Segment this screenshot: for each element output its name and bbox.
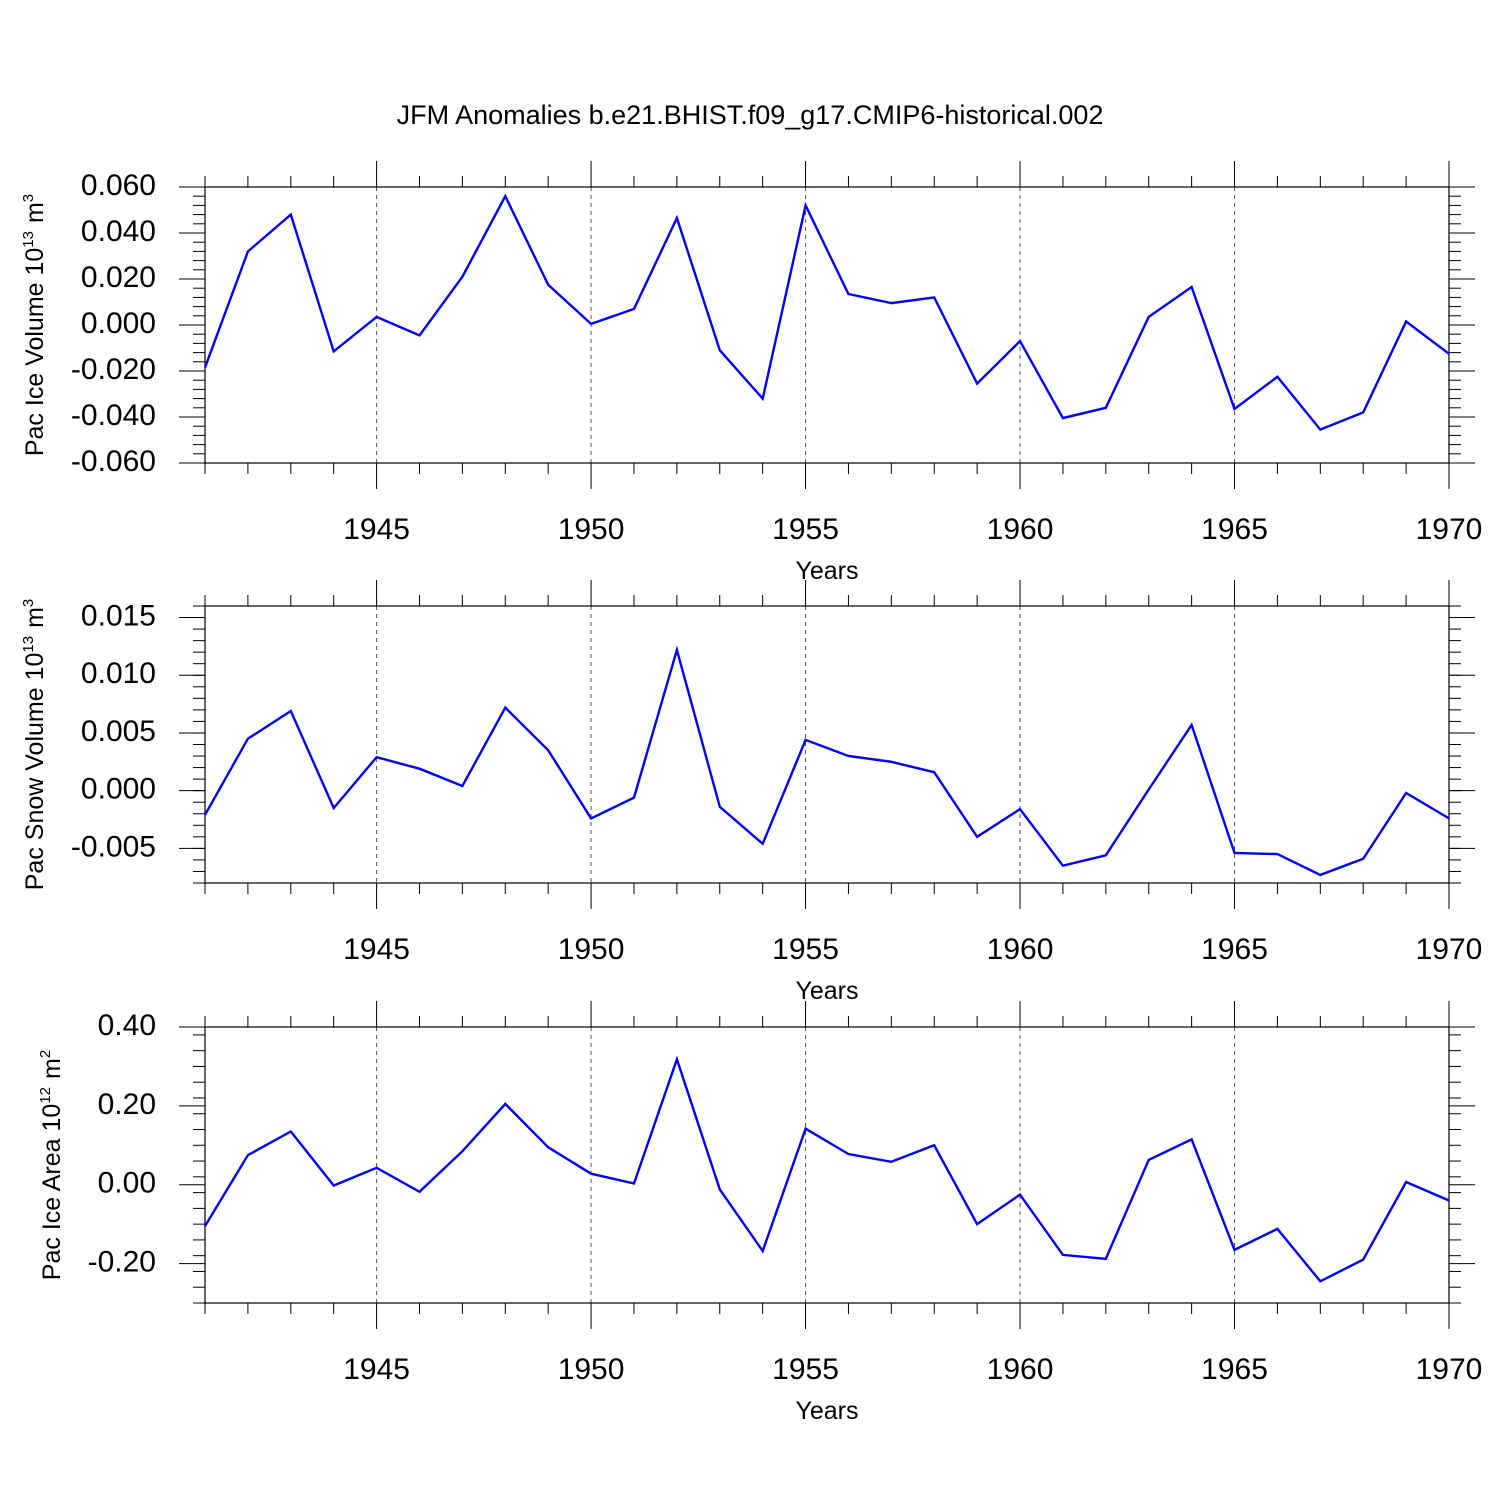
x-tick-label: 1965 xyxy=(1201,513,1268,546)
y-tick-label: 0.000 xyxy=(81,773,156,806)
y-tick-label: -0.020 xyxy=(71,353,156,386)
x-tick-label: 1960 xyxy=(987,933,1054,966)
y-axis-label-exponent: 12 xyxy=(37,1087,54,1104)
x-tick-label: 1945 xyxy=(343,1353,410,1386)
y-tick-label: 0.005 xyxy=(81,715,156,748)
x-axis-label: Years xyxy=(795,1397,858,1425)
panel-2: -0.005 0.000 0.005 0.010 0.015 1945 1950 1955 19… xyxy=(20,580,1482,1005)
y-tick-label: 0.20 xyxy=(98,1088,156,1121)
y-tick-label: 0.060 xyxy=(81,169,156,202)
y-axis-label: Pac Snow Volume 1013 m3 xyxy=(20,599,49,891)
y-axis-label-exponent: 13 xyxy=(20,231,37,248)
y-axis-label-unit-exponent: 3 xyxy=(20,599,37,607)
y-tick-label: 0.00 xyxy=(98,1167,156,1200)
x-tick-label: 1960 xyxy=(987,513,1054,546)
x-tick-label: 1955 xyxy=(772,933,839,966)
y-tick-label: -0.040 xyxy=(71,399,156,432)
plot-frame xyxy=(204,605,1450,884)
plot-frame xyxy=(204,186,1450,464)
y-axis-label-unit: m xyxy=(21,607,49,628)
panel-1: -0.060 -0.040 -0.020 0.000 0.020 0.040 0.060 19… xyxy=(20,161,1482,585)
y-tick-label: 0.010 xyxy=(81,657,156,690)
x-tick-label: 1965 xyxy=(1201,1353,1268,1386)
series-line xyxy=(203,1055,1450,1283)
x-tick-label: 1965 xyxy=(1201,933,1268,966)
y-axis-label-exponent: 13 xyxy=(20,636,37,653)
series-line xyxy=(203,645,1450,877)
y-tick-label: 0.040 xyxy=(81,215,156,248)
x-tick-label: 1950 xyxy=(558,1353,625,1386)
y-axis-label: Pac Ice Volume 1013 m3 xyxy=(20,194,49,456)
y-tick-label: 0.40 xyxy=(98,1009,156,1042)
x-tick-label: 1970 xyxy=(1416,513,1483,546)
y-axis-label: Pac Ice Area 1012 m2 xyxy=(37,1050,66,1280)
y-axis-label-unit: m xyxy=(38,1058,66,1079)
x-tick-label: 1955 xyxy=(772,513,839,546)
chart-title: JFM Anomalies b.e21.BHIST.f09_g17.CMIP6-… xyxy=(397,100,1104,130)
x-tick-label: 1970 xyxy=(1416,1353,1483,1386)
y-axis-label-unit-exponent: 2 xyxy=(37,1050,54,1058)
x-tick-label: 1960 xyxy=(987,1353,1054,1386)
x-tick-label: 1945 xyxy=(343,513,410,546)
x-tick-label: 1970 xyxy=(1416,933,1483,966)
y-tick-label: -0.060 xyxy=(71,445,156,478)
y-tick-label: 0.020 xyxy=(81,261,156,294)
y-axis-label-main: Pac Snow Volume 10 xyxy=(21,653,49,891)
series-line xyxy=(203,193,1450,432)
y-axis-label-unit: m xyxy=(21,202,49,223)
y-tick-label: 0.000 xyxy=(81,307,156,340)
x-tick-label: 1945 xyxy=(343,933,410,966)
y-axis-label-unit-exponent: 3 xyxy=(20,194,37,202)
x-tick-label: 1955 xyxy=(772,1353,839,1386)
y-axis-label-main: Pac Ice Area 10 xyxy=(38,1104,66,1281)
x-axis-label: Years xyxy=(795,977,858,1005)
plot-frame xyxy=(204,1026,1450,1304)
y-tick-label: 0.015 xyxy=(81,599,156,632)
y-tick-label: -0.20 xyxy=(88,1245,156,1278)
panel-3: -0.20 0.00 0.20 0.40 1945 1950 1955 1960 1965 197… xyxy=(37,1001,1482,1425)
x-tick-label: 1950 xyxy=(558,933,625,966)
x-axis-label: Years xyxy=(795,557,858,585)
y-tick-label: -0.005 xyxy=(71,830,156,863)
x-tick-label: 1950 xyxy=(558,513,625,546)
y-axis-label-main: Pac Ice Volume 10 xyxy=(21,248,49,456)
